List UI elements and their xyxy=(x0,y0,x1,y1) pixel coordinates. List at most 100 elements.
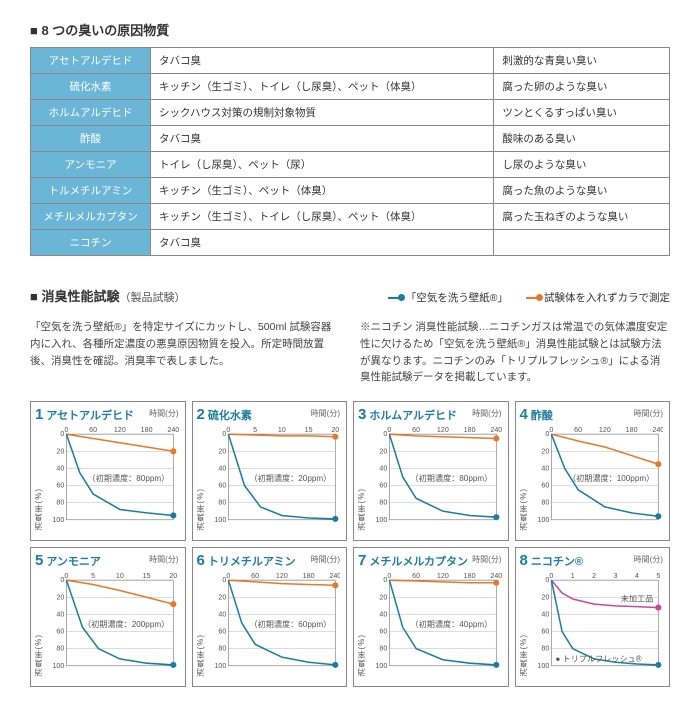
svg-text:1: 1 xyxy=(570,572,574,580)
svg-text:40: 40 xyxy=(56,465,64,473)
legend-orange: 試験体を入れずカラで測定 xyxy=(526,290,670,305)
svg-text:4: 4 xyxy=(634,572,638,580)
svg-text:0: 0 xyxy=(64,426,68,434)
legend-blue: 「空気を洗う壁紙®」 xyxy=(388,290,508,305)
svg-text:15: 15 xyxy=(304,426,312,434)
section2-title: ■ 消臭性能試験（製品試験） xyxy=(30,286,185,305)
chart-time-label: 時間(分) xyxy=(311,408,340,419)
svg-text:5: 5 xyxy=(656,572,660,580)
svg-text:未加工品: 未加工品 xyxy=(620,594,653,604)
svg-text:40: 40 xyxy=(56,611,64,619)
y-axis-label: 消臭率(%) xyxy=(33,488,44,530)
svg-text:0: 0 xyxy=(387,572,391,580)
substance-source: シックハウス対策の規制対象物質 xyxy=(151,100,494,126)
substance-name: アンモニア xyxy=(31,152,151,178)
substance-name: ニコチン xyxy=(31,230,151,256)
section1-title: ■ 8 つの臭いの原因物質 xyxy=(30,20,670,39)
chart-8: 8ニコチン®時間(分)消臭率(%)020406080100012345未加工品●… xyxy=(515,547,671,687)
chart-1: 1アセトアルデヒド時間(分)消臭率(%)02040608010006012018… xyxy=(30,401,186,541)
svg-text:20: 20 xyxy=(331,426,339,434)
chart-time-label: 時間(分) xyxy=(472,554,501,565)
svg-text:100: 100 xyxy=(537,662,549,670)
svg-text:0: 0 xyxy=(226,572,230,580)
svg-text:100: 100 xyxy=(537,516,549,524)
chart-svg: 020406080100060120180240（初期濃度：40ppm） xyxy=(372,570,502,680)
svg-text:240: 240 xyxy=(167,426,178,434)
svg-text:240: 240 xyxy=(652,426,663,434)
svg-text:180: 180 xyxy=(625,426,637,434)
svg-text:（初期濃度：100ppm）: （初期濃度：100ppm） xyxy=(568,473,654,483)
substance-smell: 腐った魚のような臭い xyxy=(494,178,670,204)
svg-text:80: 80 xyxy=(56,645,64,653)
svg-text:120: 120 xyxy=(437,572,449,580)
substance-smell: ツンとくるすっぱい臭い xyxy=(494,100,670,126)
table-row: アンモニアトイレ（し尿臭）、ペット（尿）し尿のような臭い xyxy=(31,152,670,178)
svg-text:（初期濃度：80ppm）: （初期濃度：80ppm） xyxy=(411,473,493,483)
svg-text:40: 40 xyxy=(379,611,387,619)
y-axis-label: 消臭率(%) xyxy=(33,634,44,676)
svg-text:60: 60 xyxy=(56,482,64,490)
chart-svg: 02040608010005101520（初期濃度：20ppm） xyxy=(211,424,341,534)
svg-text:240: 240 xyxy=(490,572,501,580)
svg-text:120: 120 xyxy=(114,426,126,434)
svg-text:（初期濃度：20ppm）: （初期濃度：20ppm） xyxy=(249,473,331,483)
svg-text:20: 20 xyxy=(541,448,549,456)
svg-text:20: 20 xyxy=(379,594,387,602)
chart-svg: 02040608010005101520（初期濃度：200ppm） xyxy=(49,570,179,680)
svg-text:（初期濃度：60ppm）: （初期濃度：60ppm） xyxy=(249,619,331,629)
table-row: 硫化水素キッチン（生ゴミ）、トイレ（し尿臭）、ペット（体臭）腐った卵のような臭い xyxy=(31,74,670,100)
svg-text:60: 60 xyxy=(574,426,582,434)
substance-source: キッチン（生ゴミ）、トイレ（し尿臭）、ペット（体臭） xyxy=(151,204,494,230)
chart-7: 7メチルメルカプタン時間(分)消臭率(%)0204060801000601201… xyxy=(353,547,509,687)
svg-text:60: 60 xyxy=(379,482,387,490)
svg-text:60: 60 xyxy=(412,426,420,434)
svg-text:20: 20 xyxy=(218,594,226,602)
y-axis-label: 消臭率(%) xyxy=(356,634,367,676)
svg-text:120: 120 xyxy=(598,426,610,434)
substance-source: キッチン（生ゴミ）、トイレ（し尿臭）、ペット（体臭） xyxy=(151,74,494,100)
chart-5: 5アンモニア時間(分)消臭率(%)02040608010005101520（初期… xyxy=(30,547,186,687)
svg-text:20: 20 xyxy=(541,594,549,602)
y-axis-label: 消臭率(%) xyxy=(195,634,206,676)
substance-source: トイレ（し尿臭）、ペット（尿） xyxy=(151,152,494,178)
substance-name: トルメチルアミン xyxy=(31,178,151,204)
chart-time-label: 時間(分) xyxy=(634,408,663,419)
svg-text:0: 0 xyxy=(549,426,553,434)
substance-smell: 腐った玉ねぎのような臭い xyxy=(494,204,670,230)
y-axis-label: 消臭率(%) xyxy=(518,634,529,676)
chart-time-label: 時間(分) xyxy=(149,408,178,419)
substance-source: タバコ臭 xyxy=(151,126,494,152)
svg-text:60: 60 xyxy=(412,572,420,580)
chart-svg: 020406080100060120180240（初期濃度：80ppm） xyxy=(372,424,502,534)
desc-left: 「空気を洗う壁紙®」を特定サイズにカットし、500ml 試験容器内に入れ、各種所… xyxy=(30,319,340,386)
substance-smell: 刺激的な青臭い臭い xyxy=(494,48,670,74)
svg-text:20: 20 xyxy=(218,448,226,456)
svg-text:100: 100 xyxy=(214,516,226,524)
substance-name: ホルムアルデヒド xyxy=(31,100,151,126)
svg-text:180: 180 xyxy=(302,572,314,580)
svg-text:60: 60 xyxy=(379,628,387,636)
substance-source: キッチン（生ゴミ）、ペット（体臭） xyxy=(151,178,494,204)
svg-text:80: 80 xyxy=(379,645,387,653)
svg-text:40: 40 xyxy=(541,611,549,619)
svg-text:40: 40 xyxy=(218,465,226,473)
svg-text:100: 100 xyxy=(375,516,387,524)
table-row: メチルメルカプタンキッチン（生ゴミ）、トイレ（し尿臭）、ペット（体臭）腐った玉ね… xyxy=(31,204,670,230)
chart-svg: 020406080100060120180240（初期濃度：60ppm） xyxy=(211,570,341,680)
description-columns: 「空気を洗う壁紙®」を特定サイズにカットし、500ml 試験容器内に入れ、各種所… xyxy=(30,319,670,386)
svg-text:（初期濃度：40ppm）: （初期濃度：40ppm） xyxy=(411,619,493,629)
svg-text:10: 10 xyxy=(116,572,124,580)
desc-right: ※ニコチン 消臭性能試験…ニコチンガスは常温での気体濃度安定性に欠けるため「空気… xyxy=(360,319,670,386)
chart-svg: 020406080100012345未加工品● トリプルフレッシュ® xyxy=(534,570,664,680)
substance-smell xyxy=(494,230,670,256)
substance-name: アセトアルデヒド xyxy=(31,48,151,74)
svg-text:0: 0 xyxy=(387,426,391,434)
substance-name: 酢酸 xyxy=(31,126,151,152)
chart-4: 4酢酸時間(分)消臭率(%)020406080100060120180240（初… xyxy=(515,401,671,541)
svg-text:80: 80 xyxy=(218,499,226,507)
svg-text:15: 15 xyxy=(143,572,151,580)
svg-text:80: 80 xyxy=(541,499,549,507)
svg-text:240: 240 xyxy=(329,572,340,580)
chart-3: 3ホルムアルデヒド時間(分)消臭率(%)02040608010006012018… xyxy=(353,401,509,541)
svg-text:40: 40 xyxy=(218,611,226,619)
